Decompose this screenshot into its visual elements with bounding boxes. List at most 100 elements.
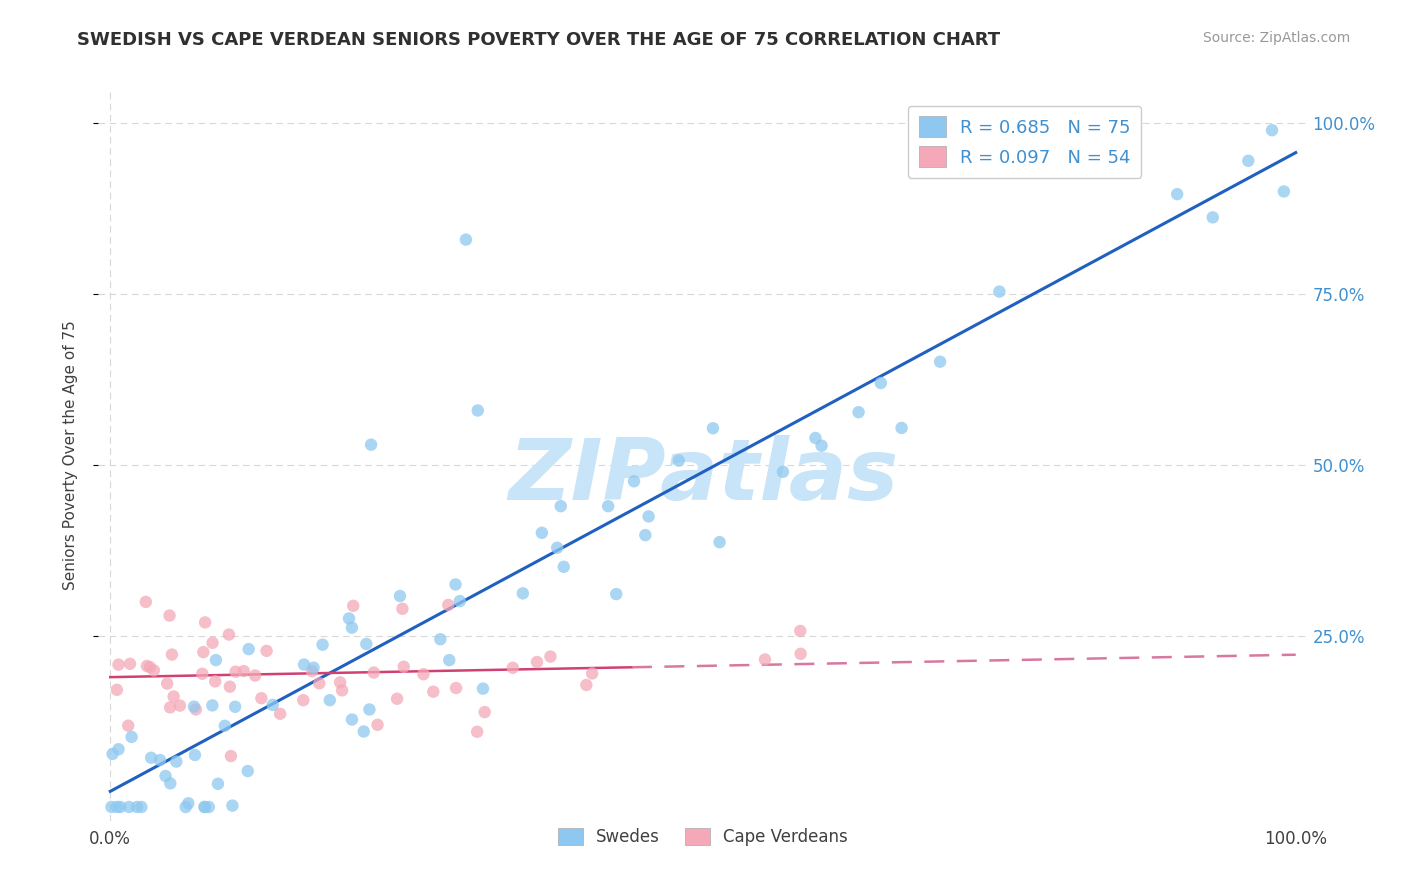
- Point: [472, 681, 495, 696]
- Point: [1261, 123, 1284, 137]
- Point: [218, 680, 240, 694]
- Point: [709, 535, 731, 549]
- Point: [546, 541, 568, 555]
- Point: [1237, 153, 1260, 168]
- Point: [149, 753, 172, 767]
- Point: [444, 577, 467, 591]
- Point: [292, 657, 315, 672]
- Point: [207, 777, 229, 791]
- Point: [262, 698, 284, 712]
- Point: [184, 702, 207, 716]
- Point: [169, 698, 191, 713]
- Point: [142, 664, 165, 678]
- Point: [193, 645, 215, 659]
- Point: [183, 699, 205, 714]
- Point: [105, 800, 128, 814]
- Point: [155, 769, 177, 783]
- Point: [159, 700, 181, 714]
- Point: [198, 800, 221, 814]
- Point: [269, 706, 291, 721]
- Point: [789, 647, 811, 661]
- Point: [214, 719, 236, 733]
- Point: [162, 690, 184, 704]
- Point: [110, 800, 132, 814]
- Point: [117, 719, 139, 733]
- Point: [118, 800, 141, 814]
- Point: [988, 285, 1011, 299]
- Point: [121, 730, 143, 744]
- Point: [243, 668, 266, 682]
- Point: [238, 642, 260, 657]
- Point: [340, 713, 363, 727]
- Point: [337, 611, 360, 625]
- Point: [804, 431, 827, 445]
- Point: [668, 453, 690, 467]
- Point: [177, 797, 200, 811]
- Point: [789, 624, 811, 638]
- Point: [772, 465, 794, 479]
- Point: [890, 421, 912, 435]
- Point: [139, 750, 162, 764]
- Point: [204, 674, 226, 689]
- Point: [292, 693, 315, 707]
- Point: [105, 682, 128, 697]
- Point: [342, 599, 364, 613]
- Point: [1166, 187, 1188, 202]
- Point: [439, 653, 461, 667]
- Point: [256, 644, 278, 658]
- Point: [810, 439, 832, 453]
- Point: [929, 355, 952, 369]
- Point: [107, 657, 129, 672]
- Point: [100, 800, 122, 814]
- Point: [869, 376, 891, 390]
- Point: [329, 675, 352, 690]
- Point: [353, 724, 375, 739]
- Point: [107, 742, 129, 756]
- Point: [363, 665, 385, 680]
- Point: [194, 800, 217, 814]
- Point: [634, 528, 657, 542]
- Point: [224, 699, 246, 714]
- Point: [131, 800, 153, 814]
- Point: [412, 667, 434, 681]
- Point: [637, 509, 659, 524]
- Point: [437, 598, 460, 612]
- Point: [848, 405, 870, 419]
- Point: [467, 403, 489, 417]
- Point: [340, 621, 363, 635]
- Point: [118, 657, 141, 671]
- Point: [221, 798, 243, 813]
- Text: SWEDISH VS CAPE VERDEAN SENIORS POVERTY OVER THE AGE OF 75 CORRELATION CHART: SWEDISH VS CAPE VERDEAN SENIORS POVERTY …: [77, 31, 1001, 49]
- Point: [302, 661, 325, 675]
- Point: [429, 632, 451, 647]
- Point: [465, 724, 488, 739]
- Point: [512, 586, 534, 600]
- Point: [360, 438, 382, 452]
- Point: [319, 693, 342, 707]
- Point: [526, 655, 548, 669]
- Point: [236, 764, 259, 778]
- Point: [184, 747, 207, 762]
- Point: [225, 665, 247, 679]
- Point: [159, 608, 181, 623]
- Point: [250, 691, 273, 706]
- Point: [218, 627, 240, 641]
- Legend: Swedes, Cape Verdeans: Swedes, Cape Verdeans: [551, 821, 855, 853]
- Point: [575, 678, 598, 692]
- Point: [605, 587, 627, 601]
- Point: [1202, 211, 1225, 225]
- Point: [391, 601, 413, 615]
- Point: [388, 589, 411, 603]
- Point: [598, 499, 620, 513]
- Point: [530, 525, 553, 540]
- Point: [232, 664, 254, 678]
- Point: [1272, 185, 1295, 199]
- Point: [301, 664, 323, 678]
- Point: [160, 648, 183, 662]
- Point: [449, 594, 471, 608]
- Point: [201, 698, 224, 713]
- Point: [392, 659, 415, 673]
- Point: [205, 653, 228, 667]
- Text: Source: ZipAtlas.com: Source: ZipAtlas.com: [1202, 31, 1350, 45]
- Point: [553, 559, 575, 574]
